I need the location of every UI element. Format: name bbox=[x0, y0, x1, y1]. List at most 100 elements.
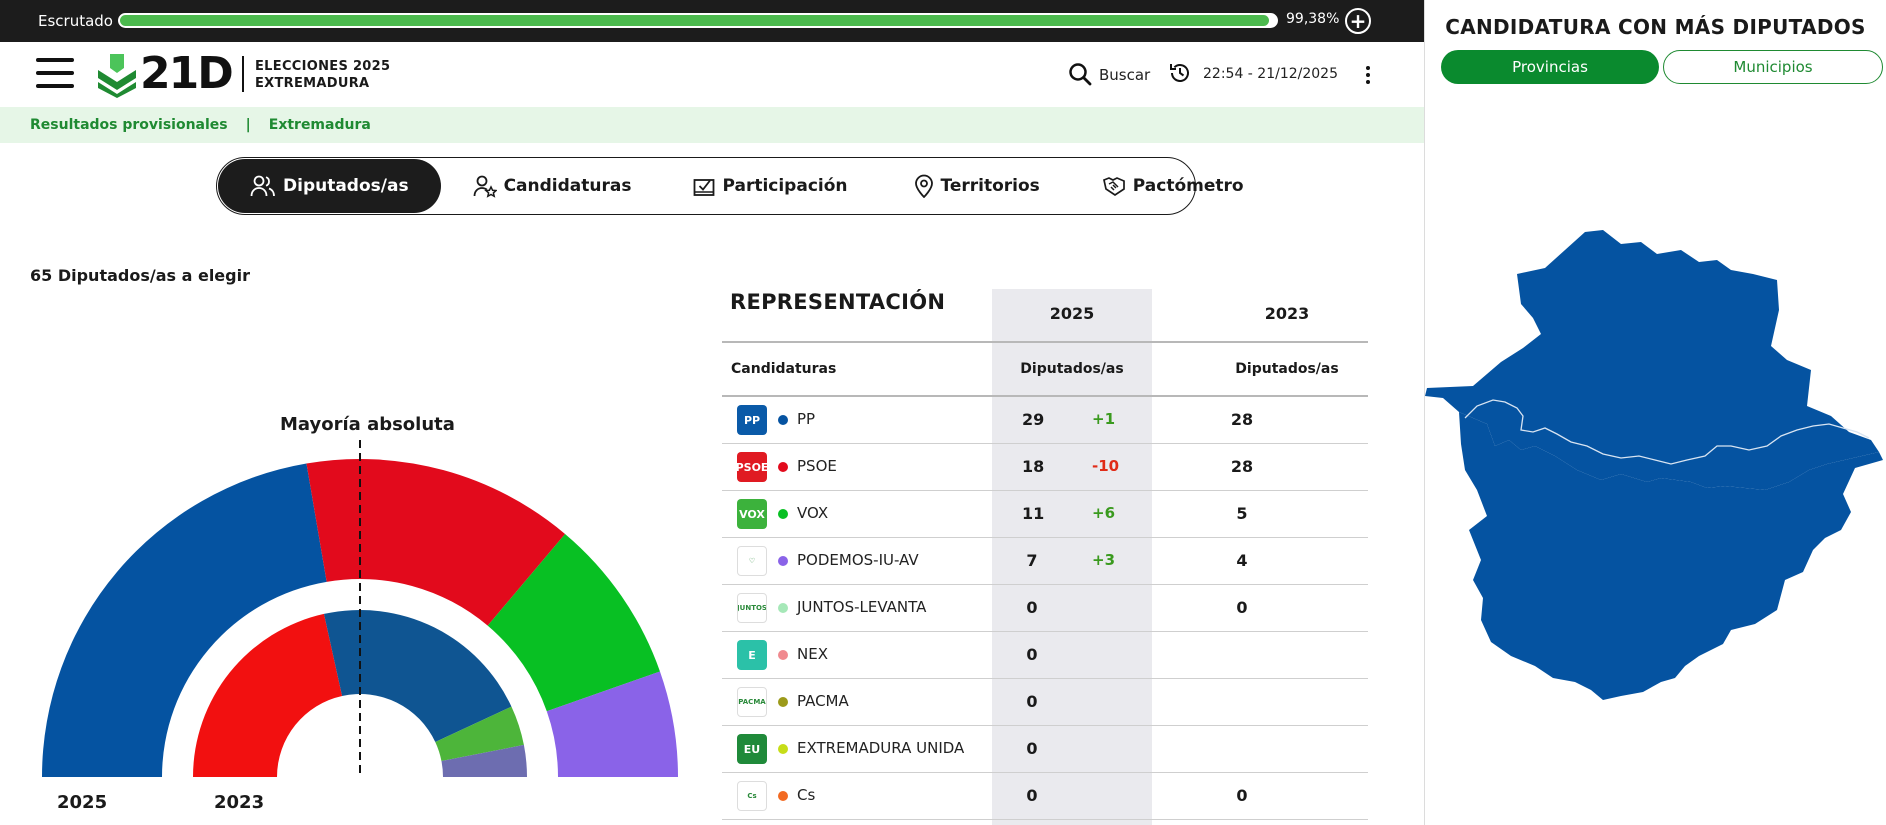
tab-pactometro[interactable]: Pactómetro bbox=[1102, 158, 1244, 214]
municipios-button[interactable]: Municipios bbox=[1663, 50, 1883, 84]
header-year-2025: 2025 bbox=[1049, 304, 1095, 323]
seats-delta: +3 bbox=[1092, 551, 1116, 569]
table-row[interactable]: PACMA PACMA 0 bbox=[722, 678, 1368, 725]
seats-2025: 0 bbox=[1026, 692, 1038, 711]
search-button[interactable]: Buscar bbox=[1099, 66, 1151, 84]
party-color-dot bbox=[778, 415, 788, 425]
header-year-2023: 2023 bbox=[1264, 304, 1310, 323]
seats-2025: 18 bbox=[1022, 457, 1045, 476]
seats-2023: 28 bbox=[1230, 457, 1254, 476]
table-row[interactable]: JUNTOS JUNTOS-LEVANTA 0 0 bbox=[722, 584, 1368, 631]
table-row[interactable]: PP PP 29 +1 28 bbox=[722, 396, 1368, 443]
logo-subtitle-line2: EXTREMADURA bbox=[255, 76, 370, 91]
seats-2023: 5 bbox=[1236, 504, 1248, 523]
breadcrumb-results[interactable]: Resultados provisionales bbox=[30, 117, 228, 133]
extremadura-map[interactable] bbox=[1425, 220, 1886, 740]
table-title: REPRESENTACIÓN bbox=[730, 290, 946, 314]
seg-2023-psoe[interactable] bbox=[323, 610, 512, 743]
seats-delta: -10 bbox=[1092, 457, 1120, 475]
map-province-caceres[interactable] bbox=[1425, 230, 1879, 490]
logo-subtitle-line1: ELECCIONES 2025 bbox=[255, 59, 391, 74]
subheader-divider bbox=[722, 395, 1368, 397]
tab-participacion[interactable]: Participación bbox=[693, 158, 848, 214]
seats-2025: 0 bbox=[1026, 739, 1038, 758]
seg-2023-vox[interactable] bbox=[435, 706, 524, 762]
more-options-icon[interactable] bbox=[1366, 66, 1370, 84]
col-diputados-2023: Diputados/as bbox=[1235, 361, 1339, 377]
tab-participacion-label: Participación bbox=[722, 176, 848, 196]
seg-2023-podemos-iu-av[interactable] bbox=[441, 744, 527, 777]
breadcrumb: Resultados provisionales | Extremadura bbox=[0, 107, 1424, 143]
row-divider bbox=[722, 631, 1368, 632]
right-panel-title: CANDIDATURA CON MÁS DIPUTADOS bbox=[1445, 15, 1866, 39]
party-logo-icon: E bbox=[737, 640, 767, 670]
row-divider bbox=[722, 584, 1368, 585]
seats-2023: 4 bbox=[1236, 551, 1248, 570]
seats-2025: 0 bbox=[1026, 645, 1038, 664]
seats-delta: +6 bbox=[1092, 504, 1116, 522]
party-color-dot bbox=[778, 744, 788, 754]
party-name: PSOE bbox=[797, 457, 837, 475]
party-name: NEX bbox=[797, 645, 828, 663]
party-color-dot bbox=[778, 603, 788, 613]
header-divider bbox=[722, 341, 1368, 343]
logo-checkmark-icon[interactable] bbox=[96, 54, 138, 98]
panel-divider bbox=[1424, 0, 1425, 825]
col-diputados-2025: Diputados/as bbox=[1020, 361, 1124, 377]
party-logo-icon: PACMA bbox=[737, 687, 767, 717]
breadcrumb-separator: | bbox=[245, 117, 251, 133]
seg-2025-pp[interactable] bbox=[42, 463, 327, 777]
seats-to-elect: 65 Diputados/as a elegir bbox=[30, 266, 250, 285]
tab-diputados[interactable]: Diputados/as bbox=[218, 159, 441, 213]
seg-2025-podemos-iu-av[interactable] bbox=[546, 671, 678, 777]
party-name: PP bbox=[797, 410, 816, 428]
table-row[interactable]: ♡ PODEMOS-IU-AV 7 +3 4 bbox=[722, 537, 1368, 584]
row-divider bbox=[722, 443, 1368, 444]
table-row[interactable]: E NEX 0 bbox=[722, 631, 1368, 678]
party-logo-icon: PSOE bbox=[737, 452, 767, 482]
column-2025-highlight bbox=[992, 289, 1152, 825]
table-row[interactable]: EU EXTREMADURA UNIDA 0 bbox=[722, 725, 1368, 772]
party-logo-icon: EU bbox=[737, 734, 767, 764]
users-icon bbox=[250, 175, 275, 197]
site-header: 21D ELECCIONES 2025 EXTREMADURA Buscar 2… bbox=[0, 42, 1424, 107]
pin-icon bbox=[914, 174, 933, 198]
table-row[interactable]: PSOE PSOE 18 -10 28 bbox=[722, 443, 1368, 490]
party-name: Cs bbox=[797, 786, 816, 804]
logo-subtitle: ELECCIONES 2025 EXTREMADURA bbox=[255, 58, 390, 92]
hamburger-menu-icon[interactable] bbox=[36, 58, 74, 88]
seats-2025: 0 bbox=[1026, 598, 1038, 617]
seg-2025-vox[interactable] bbox=[487, 533, 660, 712]
provincias-button[interactable]: Provincias bbox=[1441, 50, 1659, 84]
seats-delta: +1 bbox=[1092, 410, 1116, 428]
map-province-badajoz[interactable] bbox=[1459, 412, 1883, 700]
seats-2023: 0 bbox=[1236, 786, 1248, 805]
plus-circle-icon[interactable]: + bbox=[1345, 8, 1371, 34]
seats-2025: 29 bbox=[1022, 410, 1045, 429]
tab-candidaturas[interactable]: Candidaturas bbox=[473, 158, 631, 214]
seats-2023: 28 bbox=[1230, 410, 1254, 429]
col-candidaturas: Candidaturas bbox=[731, 361, 837, 377]
table-row[interactable]: Cs Cs 0 0 bbox=[722, 772, 1368, 819]
party-color-dot bbox=[778, 509, 788, 519]
seg-2023-pp[interactable] bbox=[193, 613, 343, 777]
search-icon[interactable] bbox=[1068, 62, 1092, 86]
breadcrumb-region[interactable]: Extremadura bbox=[268, 117, 371, 133]
majority-label: Mayoría absoluta bbox=[280, 414, 455, 435]
party-name: JUNTOS-LEVANTA bbox=[797, 598, 927, 616]
logo-text[interactable]: 21D bbox=[140, 48, 234, 99]
seats-2023: 0 bbox=[1236, 598, 1248, 617]
table-row[interactable]: VOX VOX 11 +6 5 bbox=[722, 490, 1368, 537]
year-outer-label: 2025 bbox=[57, 792, 108, 813]
party-color-dot bbox=[778, 791, 788, 801]
party-logo-icon: JUNTOS bbox=[737, 593, 767, 623]
ballot-icon bbox=[694, 179, 715, 196]
party-logo-icon: ♡ bbox=[737, 546, 767, 576]
party-logo-icon: VOX bbox=[737, 499, 767, 529]
scrutiny-progress-track bbox=[118, 13, 1278, 28]
history-icon[interactable] bbox=[1168, 61, 1192, 85]
row-divider bbox=[722, 772, 1368, 773]
seg-2025-psoe[interactable] bbox=[306, 459, 566, 626]
tab-territorios[interactable]: Territorios bbox=[914, 158, 1040, 214]
seats-2025: 0 bbox=[1026, 786, 1038, 805]
